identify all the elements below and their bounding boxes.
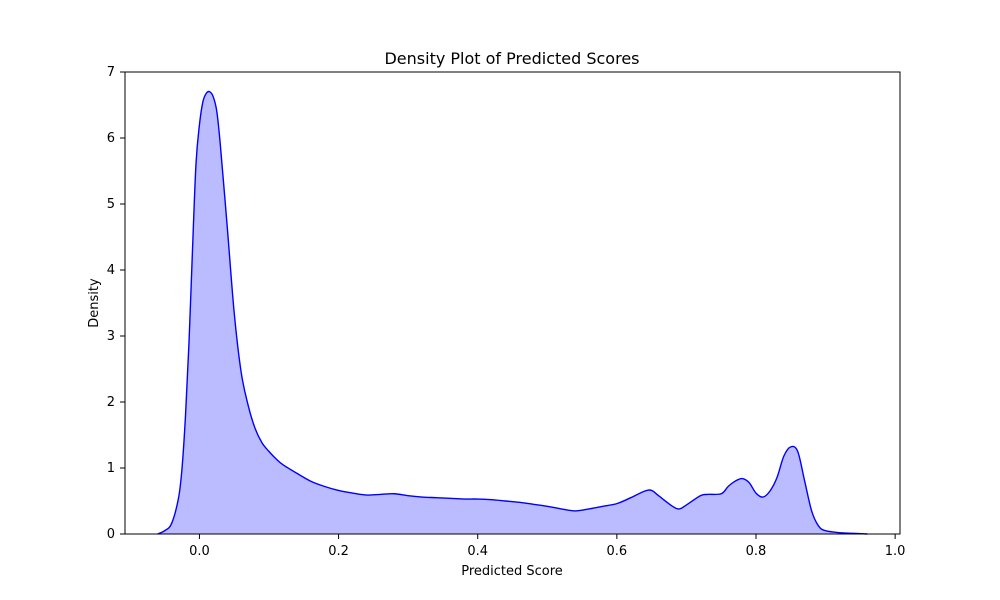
y-axis-ticks: 0 1 2 3 4 5 6 7 [107,65,125,542]
chart-title: Density Plot of Predicted Scores [384,49,639,68]
y-tick-label: 4 [107,263,115,278]
y-tick-label: 0 [107,527,115,542]
x-tick-label: 0.6 [607,544,628,559]
x-tick-label: 0.0 [189,544,210,559]
x-tick-label: 0.8 [746,544,767,559]
density-line [157,90,868,535]
density-area-fill [157,91,868,534]
x-tick-label: 0.2 [328,544,349,559]
x-axis-label: Predicted Score [461,564,563,579]
y-tick-label: 2 [107,395,115,410]
y-tick-label: 6 [107,131,115,146]
y-tick-label: 3 [107,329,115,344]
y-tick-label: 1 [107,461,115,476]
y-axis-label: Density [87,278,102,328]
plot-frame [124,71,901,535]
x-tick-label: 0.4 [467,544,488,559]
x-axis-ticks: 0.0 0.2 0.4 0.6 0.8 1.0 [189,534,905,559]
y-tick-label: 5 [107,197,115,212]
x-tick-label: 1.0 [885,544,906,559]
y-tick-label: 7 [107,65,115,80]
